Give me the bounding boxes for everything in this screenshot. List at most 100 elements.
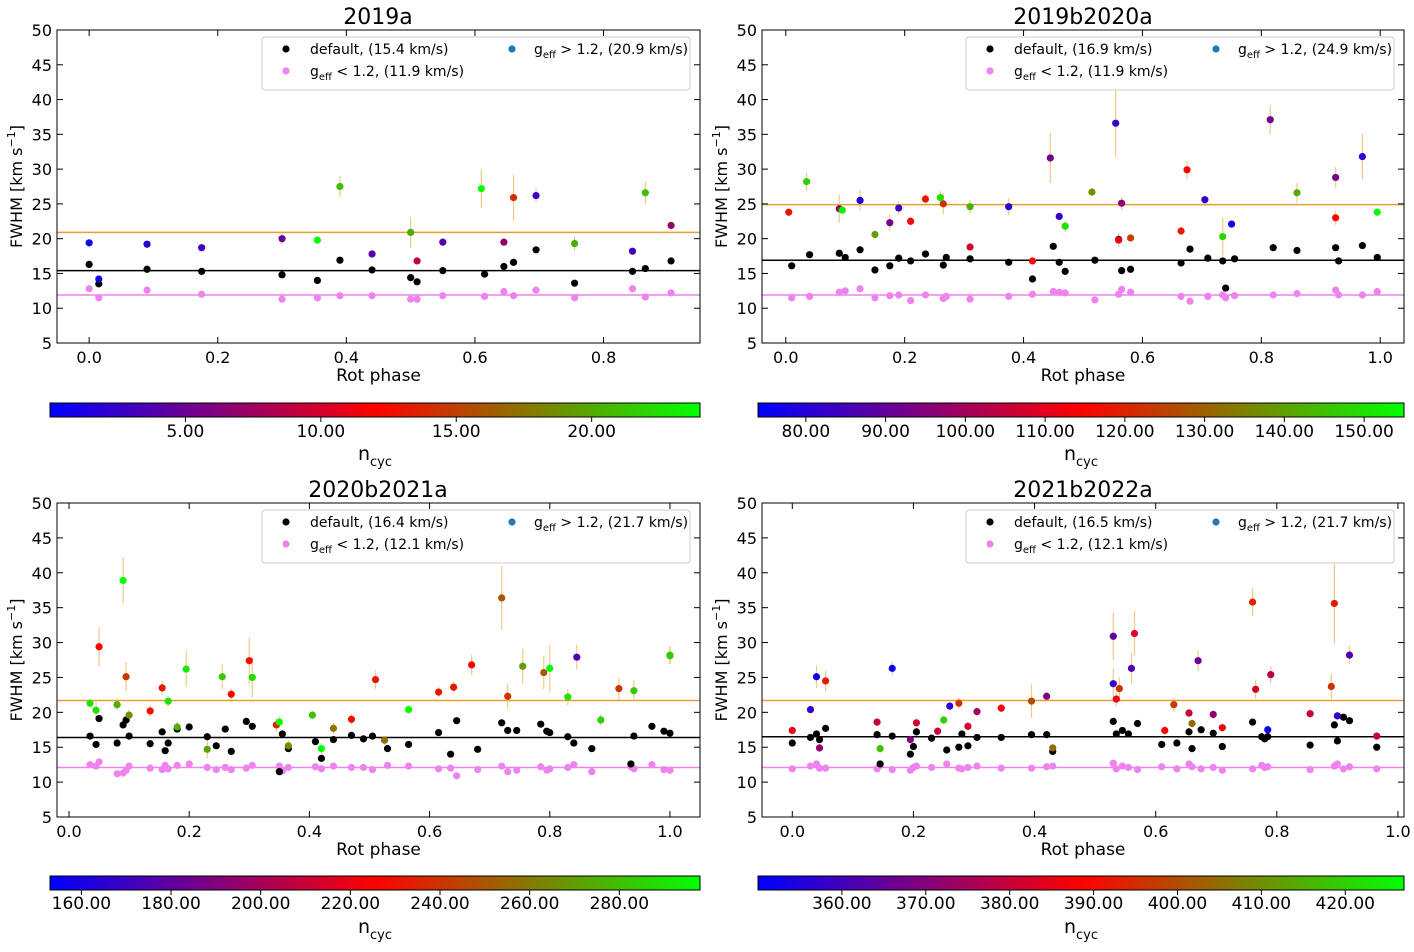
colorbar-tick-label: 15.00	[432, 422, 481, 442]
point-low-geff	[927, 763, 936, 772]
colorbar-gradient	[757, 402, 1405, 418]
point-default	[212, 742, 220, 750]
point-default	[958, 730, 966, 738]
point-high-geff	[1345, 651, 1354, 659]
point-low-geff	[667, 289, 675, 297]
point-high-geff	[85, 239, 93, 247]
x-axis-label: Rot phase	[336, 366, 421, 386]
y-tick-label: 15	[32, 738, 52, 757]
point-low-geff	[311, 763, 320, 771]
x-tick-label: 0.6	[417, 822, 442, 841]
point-low-geff	[227, 765, 235, 774]
point-default	[1177, 259, 1185, 267]
legend: default, (16.4 km/s)geff < 1.2, (12.1 km…	[261, 509, 691, 564]
point-low-geff	[368, 292, 376, 300]
point-low-geff	[1230, 292, 1239, 300]
point-high-geff	[946, 702, 954, 710]
colorbar-gradient	[49, 875, 701, 891]
colorbar-label: ncyc	[358, 443, 392, 470]
point-low-geff	[1043, 763, 1051, 771]
point-low-geff	[564, 763, 572, 772]
point-low-geff	[480, 292, 489, 300]
colorbar: 5.00 10.00 15.00 20.00 ncyc	[49, 402, 701, 470]
point-low-geff	[125, 762, 133, 770]
point-default	[113, 739, 121, 747]
point-low-geff	[1209, 763, 1217, 772]
point-high-geff	[1201, 196, 1209, 204]
point-low-geff	[1049, 762, 1057, 770]
point-default	[1335, 257, 1343, 265]
x-tick-label: 0.8	[591, 348, 616, 367]
point-high-geff	[1293, 189, 1301, 197]
point-high-geff	[1161, 726, 1169, 735]
y-tick-label: 25	[737, 195, 757, 214]
y-axis-label-main: FWHM [km s	[7, 148, 26, 248]
point-low-geff	[571, 294, 579, 302]
point-low-geff	[660, 765, 668, 774]
point-low-geff	[1126, 288, 1135, 296]
point-high-geff	[641, 189, 649, 197]
point-low-geff	[821, 764, 830, 772]
point-low-geff	[164, 765, 172, 773]
point-default	[278, 730, 286, 738]
legend-high-sub: eff	[1247, 523, 1261, 534]
point-default	[1005, 258, 1013, 266]
point-default	[1197, 726, 1205, 734]
point-high-geff	[1194, 657, 1202, 665]
point-low-geff	[185, 760, 193, 768]
y-axis-label: FWHM [km s−1]	[5, 599, 26, 722]
chart-title: 2021b2022a	[1013, 478, 1152, 503]
point-default	[641, 264, 649, 273]
point-default	[835, 249, 843, 257]
point-default	[805, 251, 814, 259]
point-default	[537, 720, 545, 728]
point-high-geff	[347, 715, 356, 723]
colorbar-gradient	[757, 875, 1405, 891]
point-default	[125, 732, 133, 740]
point-high-geff	[278, 235, 286, 243]
point-high-geff	[934, 727, 942, 735]
point-low-geff	[1177, 292, 1185, 300]
point-low-geff	[537, 763, 545, 771]
y-tick-label: 5	[747, 808, 757, 827]
point-default	[627, 760, 635, 768]
point-high-geff	[821, 677, 830, 685]
point-default	[1248, 718, 1257, 726]
point-low-geff	[788, 294, 796, 302]
point-high-geff	[1005, 203, 1013, 211]
point-default	[311, 738, 320, 746]
point-low-geff	[447, 764, 455, 772]
point-default	[158, 728, 166, 736]
point-low-geff	[1055, 288, 1063, 296]
point-high-geff	[248, 673, 256, 682]
point-high-geff	[275, 718, 283, 726]
point-high-geff	[838, 206, 846, 214]
point-low-geff	[532, 286, 540, 294]
point-default	[815, 735, 824, 744]
point-default	[1043, 731, 1051, 739]
legend-label-default: default, (16.4 km/s)	[310, 515, 448, 531]
point-high-geff	[615, 685, 623, 693]
point-low-geff	[1118, 762, 1126, 770]
x-tick-label: 0.4	[1011, 348, 1036, 367]
point-high-geff	[1373, 208, 1381, 216]
point-high-geff	[997, 704, 1005, 712]
point-low-geff	[383, 761, 392, 769]
colorbar-label-main: n	[358, 916, 370, 938]
point-high-geff	[329, 724, 338, 732]
legend-marker-high-geff	[508, 518, 516, 526]
colorbar-tick-label: 90.00	[861, 422, 910, 442]
point-default	[1306, 741, 1314, 749]
legend: default, (16.9 km/s)geff < 1.2, (11.9 km…	[965, 36, 1395, 91]
point-high-geff	[1185, 709, 1193, 717]
y-tick-label: 30	[737, 160, 757, 179]
point-default	[1264, 733, 1272, 741]
y-tick-label: 15	[737, 264, 757, 283]
legend-label-high-geff: geff > 1.2, (20.9 km/s)	[534, 42, 688, 61]
point-high-geff	[1248, 598, 1257, 606]
point-default	[660, 727, 668, 735]
point-low-geff	[173, 761, 181, 769]
y-axis-label-sup: −1	[710, 605, 723, 621]
colorbar-gradient	[49, 402, 701, 418]
